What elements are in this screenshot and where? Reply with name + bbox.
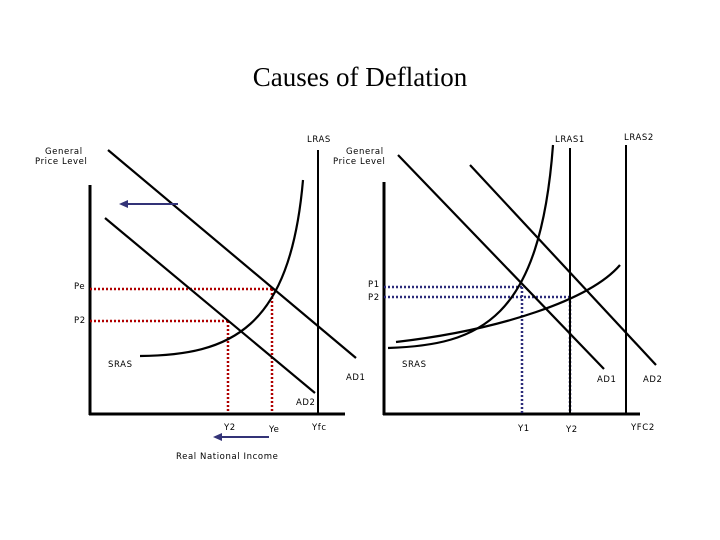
right-ad2-label: AD2: [643, 375, 663, 385]
left-income-label-ye: Ye: [268, 425, 280, 435]
left-arrow-icon: [119, 200, 178, 208]
left-price-label-p2: P2: [74, 316, 86, 326]
left-diagram: General Price Level LRAS Pe P2 SRAS AD1 …: [35, 135, 366, 462]
left-x-axis-label: Real National Income: [176, 452, 278, 462]
right-lras2-label: LRAS2: [624, 133, 654, 143]
page-title: Causes of Deflation: [252, 62, 468, 92]
right-sras-curve-2: [395, 264, 621, 344]
left-ad2-label: AD2: [296, 398, 316, 408]
right-diagram: General Price Level LRAS1 LRAS2 P1 P2 SR…: [333, 133, 663, 435]
left-sras-label: SRAS: [108, 360, 133, 370]
left-price-label-pe: Pe: [74, 282, 85, 292]
right-lras1-label: LRAS1: [555, 135, 585, 145]
left-y-axis-label: Price Level: [35, 157, 87, 167]
right-ad2-line: [469, 164, 657, 366]
right-y-axis-label: Price Level: [333, 157, 385, 167]
left-y-axis-label: General: [45, 147, 83, 157]
right-ad1-line: [397, 154, 605, 370]
right-price-label-p2: P2: [368, 293, 380, 303]
right-income-label-y2: Y2: [565, 425, 578, 435]
right-y-axis-label: General: [346, 147, 384, 157]
left-ad1-line: [107, 149, 357, 359]
left-arrow-icon: [213, 433, 269, 441]
left-sras-curve: [139, 179, 305, 358]
right-income-label-y1: Y1: [517, 424, 530, 434]
right-income-label-yfc2: YFC2: [630, 423, 655, 433]
left-ad1-label: AD1: [346, 373, 366, 383]
right-ad1-label: AD1: [597, 375, 617, 385]
left-income-label-yfc: Yfc: [311, 423, 327, 433]
right-price-label-p1: P1: [368, 280, 380, 290]
left-income-label-y2: Y2: [223, 423, 236, 433]
right-sras-label: SRAS: [402, 360, 427, 370]
left-ad2-line: [104, 217, 316, 394]
right-sras-curve-1: [387, 144, 555, 350]
left-lras-label: LRAS: [307, 135, 331, 145]
